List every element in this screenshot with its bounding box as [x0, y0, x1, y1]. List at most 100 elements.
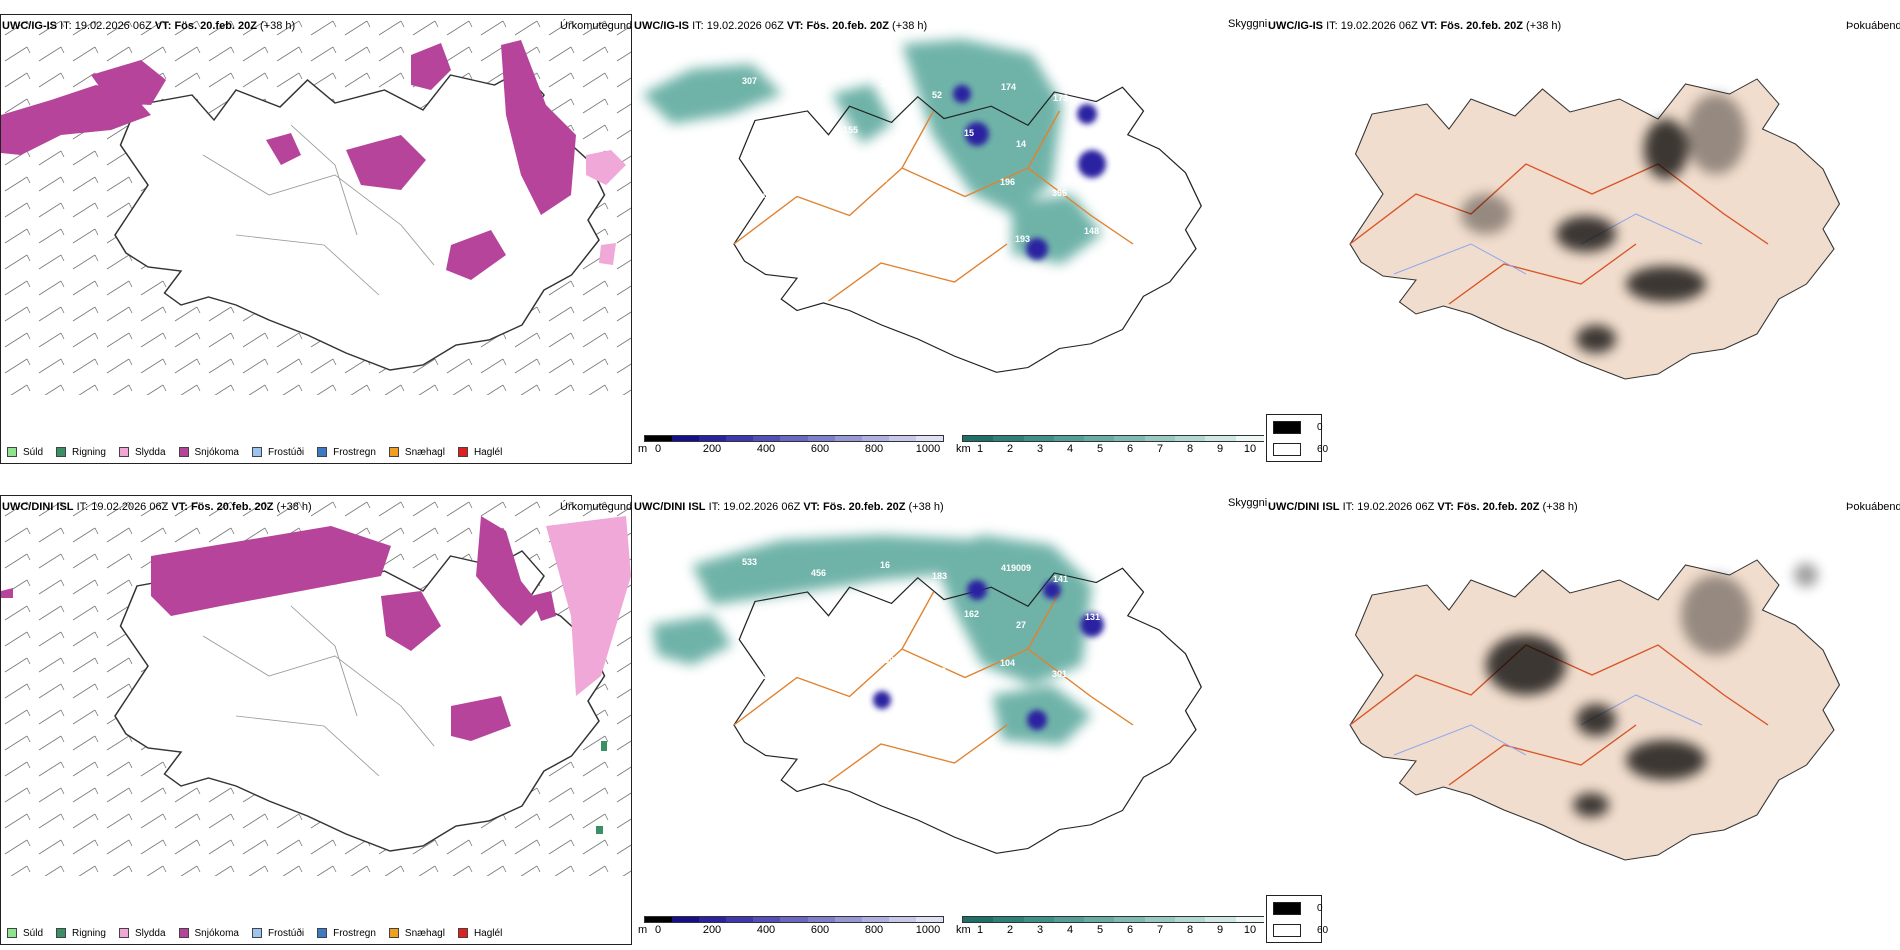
- colorbar-tick-label: 5: [1096, 924, 1104, 936]
- visibility-colorbar-2: km 1 2 3 4 5 6 7 8 9 10: [956, 916, 1264, 936]
- cloudbase-colorbar-1: m 0 200 400 600 800 1000: [638, 435, 944, 455]
- colorbar-segment: [1144, 917, 1176, 922]
- cloud-base-label: 131: [1085, 612, 1100, 622]
- colorbar-segment: [834, 917, 862, 922]
- colorbar-segment: [1235, 917, 1264, 922]
- colorbar-tick-label: 0: [654, 443, 662, 455]
- colorbar-segment: [753, 917, 781, 922]
- fog-map-1: [1349, 78, 1841, 380]
- cloud-base-label: 162: [964, 609, 979, 619]
- cloud-title-2: Skyggni: [1228, 497, 1268, 509]
- cloud-base-label: 299: [931, 666, 946, 676]
- fog-legend-swatch: [1273, 443, 1301, 456]
- colorbar-tick-label: 8: [1186, 443, 1194, 455]
- legend-label: Frostúði: [267, 446, 305, 458]
- colorbar-segment: [1175, 436, 1206, 441]
- legend-swatch: [178, 447, 189, 457]
- cloud-base-label: 26: [774, 614, 784, 624]
- cloud-base-label: 419009: [1001, 563, 1031, 573]
- cloud-base-label: 135: [894, 231, 909, 241]
- legend-label: Haglél: [473, 446, 503, 458]
- fog-panel-2: 0 60: [1266, 495, 1900, 945]
- colorbar-segment: [699, 436, 727, 441]
- fog-legend-swatch: [1273, 902, 1301, 915]
- cloud-base-label: 16: [880, 560, 890, 570]
- colorbar-tick-label: 400: [756, 924, 776, 936]
- cloud-base-label: 456: [811, 568, 826, 578]
- colorbar-segment: [1205, 917, 1236, 922]
- legend-swatch: [388, 447, 399, 457]
- visibility-colorbar-1: km 1 2 3 4 5 6 7 8 9 10: [956, 435, 1264, 455]
- header-2a: UWC/DINI ISL IT: 19.02.2026 06Z VT: Fös.…: [2, 501, 312, 513]
- colorbar-tick-label: 2: [1006, 924, 1014, 936]
- cloud-base-label: 163: [894, 712, 909, 722]
- legend-label: Súld: [23, 927, 44, 939]
- legend-swatch: [118, 447, 129, 457]
- cloud-base-label: 155: [843, 125, 858, 135]
- cloud-base-label: 174: [810, 182, 825, 192]
- legend-label: Snæhagl: [404, 446, 445, 458]
- legend-label: Haglél: [473, 927, 503, 939]
- cloud-base-label: 301: [1052, 669, 1067, 679]
- cloud-base-label: 97: [843, 606, 853, 616]
- colorbar-tick-label: 600: [810, 443, 830, 455]
- fog-legend-swatch: [1273, 924, 1301, 937]
- cloud-base-label: 533: [742, 557, 757, 567]
- cloud-base-label: 259: [879, 655, 894, 665]
- precip-map-2: [1, 496, 631, 876]
- colorbar-segment: [807, 436, 835, 441]
- legend-label: Snæhagl: [404, 927, 445, 939]
- legend-swatch: [118, 928, 129, 938]
- fog-map-2: [1349, 559, 1841, 861]
- header-1c: UWC/IG-IS IT: 19.02.2026 06Z VT: Fös. 20…: [1268, 20, 1562, 32]
- legend-label: Slydda: [134, 446, 166, 458]
- cloud-base-label: 26: [963, 704, 973, 714]
- colorbar-segment: [861, 917, 889, 922]
- cloud-base-label: 14: [1016, 139, 1026, 149]
- legend-item-frostregn: Frostregn: [317, 928, 376, 939]
- fog-legend-label: 0: [1317, 903, 1323, 914]
- fog-legend-swatch: [1273, 421, 1301, 434]
- colorbar-segment: [645, 917, 673, 922]
- colorbar-segment: [861, 436, 889, 441]
- legend-label: Snjókoma: [194, 446, 239, 458]
- snow-areas-1: [1, 40, 576, 280]
- fog-panel-1: 0 60: [1266, 14, 1900, 464]
- fog-legend-2: 0 60: [1266, 895, 1328, 943]
- colorbar-segment: [888, 917, 916, 922]
- legend-item-slydda: Slydda: [118, 928, 166, 939]
- colorbar-segment: [726, 917, 754, 922]
- legend-item-frostregn: Frostregn: [317, 447, 376, 458]
- legend-item-frostúði: Frostúði: [251, 928, 304, 939]
- cloudbase-colorbar-2: m 0 200 400 600 800 1000: [638, 916, 944, 936]
- header-1b: UWC/IG-IS IT: 19.02.2026 06Z VT: Fös. 20…: [634, 20, 928, 32]
- colorbar-segment: [753, 436, 781, 441]
- fog-legend-label: 60: [1317, 444, 1329, 455]
- cloud-map-2: 533 456 16 183 419009 141 26 97 599 162 27 131 116 17…: [652, 535, 1202, 854]
- colorbar-tick-label: 400: [756, 443, 776, 455]
- colorbar-tick-label: 1: [976, 924, 984, 936]
- precip-panel-2: Súld Rigning Slydda Snjókoma Frostúði Frostre…: [0, 495, 632, 945]
- legend-item-súld: Súld: [7, 928, 43, 939]
- legend-item-súld: Súld: [7, 447, 43, 458]
- header-2b: UWC/DINI ISL IT: 19.02.2026 06Z VT: Fös.…: [634, 501, 944, 513]
- fog-legend-label: 0: [1317, 422, 1323, 433]
- colorbar-segment: [963, 436, 994, 441]
- legend-item-rigning: Rigning: [56, 928, 106, 939]
- legend-swatch: [56, 447, 67, 457]
- colorbar-tick-label: 6: [1126, 443, 1134, 455]
- precip-title-2: Úrkomutegund: [560, 501, 633, 513]
- colorbar-segment: [1023, 917, 1054, 922]
- cloud-base-label: 145: [811, 87, 826, 97]
- fog-legend-label: 60: [1317, 925, 1329, 936]
- colorbar-tick-label: 600: [810, 924, 830, 936]
- precip-title-1: Úrkomutegund: [560, 20, 633, 32]
- cloud-base-label: 172: [810, 663, 825, 673]
- cloud-base-label: 20: [842, 220, 852, 230]
- legend-item-snæhagl: Snæhagl: [388, 446, 445, 458]
- cloud-base-label: 183: [932, 571, 947, 581]
- colorbar-tick-label: 3: [1036, 924, 1044, 936]
- colorbar-tick-label: 800: [864, 924, 884, 936]
- legend-swatch: [457, 928, 468, 938]
- legend-item-rigning: Rigning: [56, 447, 106, 458]
